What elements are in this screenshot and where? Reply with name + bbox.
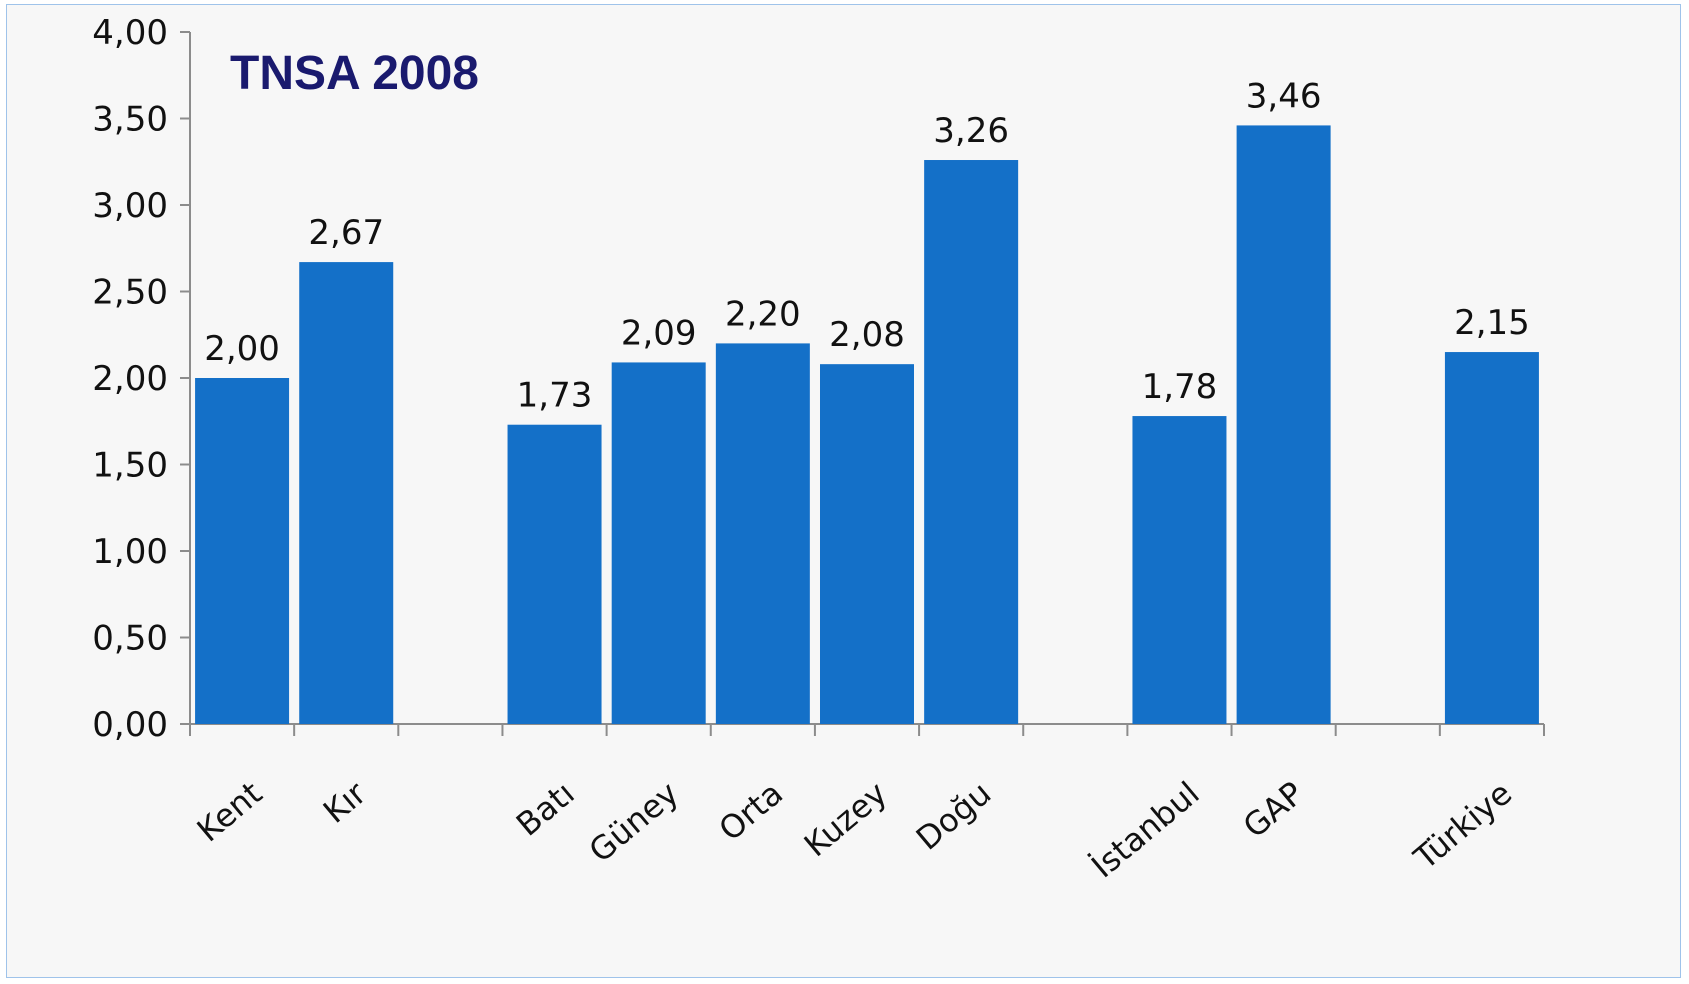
data-label: 2,15	[1454, 303, 1530, 343]
y-tick-label: 2,00	[92, 359, 168, 399]
category-label: İstanbul	[1084, 774, 1207, 885]
bar	[507, 424, 602, 724]
y-tick-label: 1,50	[92, 446, 168, 486]
y-tick-label: 1,00	[92, 532, 168, 572]
data-label: 2,08	[829, 315, 905, 355]
data-label: 3,26	[933, 111, 1009, 151]
chart-title: TNSA 2008	[230, 47, 479, 100]
data-label: 2,09	[621, 313, 697, 353]
y-tick-label: 2,50	[92, 273, 168, 313]
bar	[1236, 125, 1331, 725]
y-axis: 0,00 0,50 1,00 1,50 2,00 2,50 3,00 3,50 4,00	[92, 13, 191, 745]
data-label: 2,67	[308, 213, 384, 253]
y-tick-label: 0,50	[92, 619, 168, 659]
y-tick-label: 0,00	[92, 705, 168, 745]
y-tick-label: 4,00	[92, 13, 168, 53]
category-label: Türkiye	[1406, 774, 1519, 877]
bar-chart: 0,00 0,50 1,00 1,50 2,00 2,50 3,00 3,50 4,00 2,0…	[92, 13, 1545, 885]
bars	[195, 125, 1539, 725]
y-tick-label: 3,50	[92, 100, 168, 140]
category-label: Kent	[190, 774, 270, 849]
x-axis	[189, 723, 1545, 736]
category-label: Doğu	[909, 774, 998, 858]
bar	[924, 160, 1019, 724]
data-label: 2,20	[725, 294, 801, 334]
category-labels: Kent Kır Batı Güney Orta Kuzey Doğu İstanbul GAP…	[190, 773, 1519, 885]
category-label: Orta	[712, 774, 790, 848]
category-label: Güney	[582, 774, 686, 870]
bar	[715, 343, 810, 724]
bar	[195, 378, 290, 724]
chart-frame: 0,00 0,50 1,00 1,50 2,00 2,50 3,00 3,50 4,00 2,0…	[6, 4, 1681, 978]
category-label: Batı	[509, 774, 582, 844]
bar	[299, 262, 394, 724]
bar	[611, 362, 706, 724]
bar	[1132, 416, 1227, 724]
data-labels: 2,00 2,67 1,73 2,09 2,20 2,08 3,26 1,78 3,46 2,15	[204, 76, 1530, 415]
data-label: 3,46	[1246, 76, 1322, 116]
y-tick-label: 3,00	[92, 186, 168, 226]
data-label: 1,78	[1142, 367, 1218, 407]
data-label: 1,73	[517, 376, 593, 416]
category-label: Kır	[316, 773, 374, 830]
category-label: Kuzey	[797, 774, 894, 864]
data-label: 2,00	[204, 329, 280, 369]
category-label: GAP	[1236, 774, 1311, 846]
bar	[820, 364, 914, 724]
bar	[1444, 352, 1539, 724]
